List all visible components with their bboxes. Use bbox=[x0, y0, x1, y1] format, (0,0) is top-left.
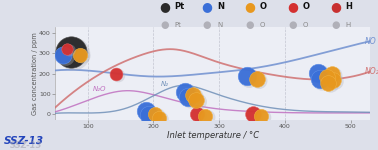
Text: ●: ● bbox=[288, 20, 297, 30]
Point bbox=[185, 96, 191, 98]
Text: ●: ● bbox=[246, 20, 254, 30]
Point bbox=[192, 96, 198, 98]
Point bbox=[261, 116, 267, 119]
Text: ●: ● bbox=[330, 0, 341, 13]
Point bbox=[156, 116, 162, 119]
Text: O: O bbox=[260, 2, 267, 11]
Point bbox=[60, 54, 67, 56]
Point bbox=[148, 115, 154, 118]
Text: ●: ● bbox=[287, 0, 298, 13]
Point bbox=[317, 78, 323, 80]
Point bbox=[67, 49, 73, 52]
Text: ●: ● bbox=[245, 0, 255, 13]
Point bbox=[80, 55, 86, 57]
Point bbox=[145, 112, 151, 114]
Point bbox=[115, 74, 121, 77]
Text: H: H bbox=[345, 22, 350, 28]
Text: Pt: Pt bbox=[174, 2, 184, 11]
Point bbox=[68, 51, 74, 53]
Text: H: H bbox=[345, 2, 352, 11]
Point bbox=[316, 72, 322, 74]
Point bbox=[246, 77, 253, 79]
Point bbox=[250, 113, 256, 115]
Text: ●: ● bbox=[202, 0, 212, 13]
Point bbox=[71, 53, 77, 55]
Point bbox=[327, 77, 333, 80]
Text: SSZ-13: SSZ-13 bbox=[4, 136, 44, 146]
Point bbox=[318, 74, 324, 76]
Text: ●: ● bbox=[160, 20, 169, 30]
Point bbox=[325, 81, 332, 84]
Point bbox=[331, 74, 337, 77]
Point bbox=[63, 56, 69, 58]
Point bbox=[256, 80, 262, 82]
Text: SSZ-13: SSZ-13 bbox=[9, 141, 42, 150]
Point bbox=[333, 80, 339, 83]
Point bbox=[254, 78, 260, 80]
Text: O: O bbox=[260, 22, 265, 28]
Text: N: N bbox=[217, 2, 224, 11]
Point bbox=[202, 115, 208, 117]
Text: ●: ● bbox=[203, 20, 211, 30]
Text: N₂: N₂ bbox=[161, 81, 169, 87]
Point bbox=[158, 118, 164, 120]
Text: O: O bbox=[302, 22, 308, 28]
Point bbox=[258, 115, 264, 117]
Text: O: O bbox=[302, 2, 310, 11]
Point bbox=[194, 113, 200, 115]
Point bbox=[196, 115, 202, 117]
Point bbox=[64, 48, 70, 50]
Point bbox=[328, 73, 335, 75]
Point bbox=[146, 114, 152, 116]
Point bbox=[155, 115, 161, 117]
Point bbox=[188, 98, 194, 100]
Point bbox=[152, 113, 158, 115]
Point bbox=[182, 91, 188, 93]
X-axis label: Inlet temperature / °C: Inlet temperature / °C bbox=[167, 131, 259, 140]
Point bbox=[193, 99, 199, 101]
Text: NO: NO bbox=[365, 37, 377, 46]
Point bbox=[143, 110, 149, 113]
Point bbox=[252, 115, 258, 117]
Point bbox=[319, 80, 325, 82]
Text: ●: ● bbox=[159, 0, 170, 13]
Point bbox=[196, 101, 202, 103]
Text: Pt: Pt bbox=[174, 22, 181, 28]
Point bbox=[244, 75, 250, 78]
Text: NO₂: NO₂ bbox=[365, 67, 378, 76]
Point bbox=[324, 75, 330, 78]
Point bbox=[328, 83, 334, 86]
Point bbox=[205, 116, 211, 119]
Y-axis label: Gas concentration / ppm: Gas concentration / ppm bbox=[31, 32, 37, 115]
Text: N: N bbox=[217, 22, 222, 28]
Point bbox=[330, 79, 336, 81]
Point bbox=[184, 92, 191, 95]
Text: ●: ● bbox=[331, 20, 339, 30]
Point bbox=[190, 94, 196, 96]
Point bbox=[113, 73, 119, 75]
Text: N₂O: N₂O bbox=[93, 86, 106, 92]
Point bbox=[77, 53, 84, 56]
